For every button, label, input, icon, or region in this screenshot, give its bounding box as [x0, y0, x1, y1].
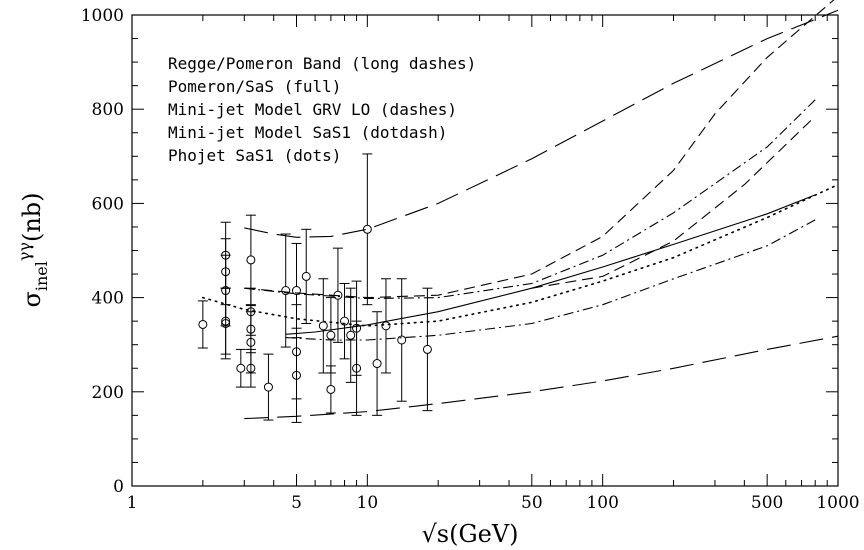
x-tick-label: 500: [751, 493, 783, 513]
data-point: [339, 282, 350, 360]
data-point: [245, 214, 256, 306]
x-tick-label: 5: [291, 493, 302, 513]
data-marker: [326, 384, 336, 394]
curve-phojet_sas1: [202, 183, 839, 327]
data-point: [301, 228, 312, 325]
data-marker: [326, 330, 336, 340]
data-marker: [346, 330, 356, 340]
data-marker: [397, 335, 407, 345]
y-tick-label: 600: [92, 194, 124, 214]
x-tick-label: 1: [127, 493, 138, 513]
data-point: [372, 311, 383, 416]
legend-entry: Mini-jet Model SaS1 (dotdash): [168, 123, 447, 142]
data-point: [325, 365, 336, 414]
data-marker: [372, 359, 382, 369]
curve-regge_upper: [244, 9, 839, 238]
data-marker: [422, 344, 432, 354]
x-axis-ticks: 1 5 10 50 100 500 1000: [127, 15, 860, 513]
data-point: [245, 348, 256, 388]
curve-minijet_grv_b: [531, 115, 816, 289]
curve-minijet_sas1_b: [285, 219, 816, 341]
y-tick-label: 0: [113, 477, 124, 497]
data-marker: [236, 363, 246, 373]
data-marker: [281, 286, 291, 296]
data-marker: [246, 337, 256, 347]
data-point: [235, 348, 246, 388]
data-point: [351, 320, 362, 416]
data-marker: [301, 271, 311, 281]
data-marker: [362, 224, 372, 234]
model-curves: [202, 0, 839, 420]
y-tick-label: 400: [92, 289, 124, 309]
data-point: [291, 327, 302, 423]
y-tick-label: 1000: [81, 6, 124, 26]
data-marker: [340, 316, 350, 326]
data-marker: [246, 255, 256, 265]
data-marker: [381, 321, 391, 331]
data-point: [197, 300, 208, 349]
svg-text:σinelγγ(nb): σinelγγ(nb): [15, 192, 51, 307]
data-point: [280, 233, 291, 348]
data-marker: [198, 319, 208, 329]
x-axis-title: √s(GeV): [421, 520, 518, 548]
legend-entry: Mini-jet Model GRV LO (dashes): [168, 100, 457, 119]
curve-regge_lower: [244, 335, 839, 420]
data-marker: [318, 321, 328, 331]
data-marker: [246, 363, 256, 373]
data-points: [197, 153, 433, 423]
data-point: [332, 247, 343, 343]
data-marker: [333, 290, 343, 300]
data-point: [380, 278, 391, 374]
legend-entry: Phojet SaS1 (dots): [168, 146, 341, 165]
legend-entry: Regge/Pomeron Band (long dashes): [168, 54, 476, 73]
y-tick-label: 800: [92, 100, 124, 120]
legend-entry: Pomeron/SaS (full): [168, 77, 341, 96]
data-marker: [352, 363, 362, 373]
data-point: [318, 278, 329, 374]
y-axis-title-unit: (nb): [18, 192, 46, 242]
y-axis-title: σinelγγ(nb): [15, 192, 51, 307]
data-point: [325, 297, 336, 374]
x-tick-label: 10: [357, 493, 379, 513]
data-marker: [263, 382, 273, 392]
y-axis-title-superscript: γγ: [15, 242, 34, 261]
curve-minijet_grv_a: [244, 0, 835, 299]
legend: Regge/Pomeron Band (long dashes) Pomeron/…: [168, 54, 476, 165]
data-marker: [291, 286, 301, 296]
y-axis-title-subscript: inel: [32, 261, 51, 291]
data-point: [263, 353, 274, 421]
x-tick-label: 50: [521, 493, 543, 513]
data-point: [422, 287, 433, 412]
data-marker: [291, 370, 301, 380]
curve-minijet_sas1_a: [244, 99, 816, 300]
data-point: [220, 287, 231, 360]
data-marker: [221, 319, 231, 329]
x-tick-label: 1000: [816, 493, 859, 513]
y-axis-title-symbol: σ: [18, 291, 46, 307]
data-point: [396, 278, 407, 402]
data-point: [362, 153, 373, 306]
x-tick-label: 100: [586, 493, 618, 513]
y-tick-label: 200: [92, 383, 124, 403]
y-axis-ticks: 0 200 400 600 800 1000: [81, 6, 838, 497]
data-point: [345, 287, 356, 383]
